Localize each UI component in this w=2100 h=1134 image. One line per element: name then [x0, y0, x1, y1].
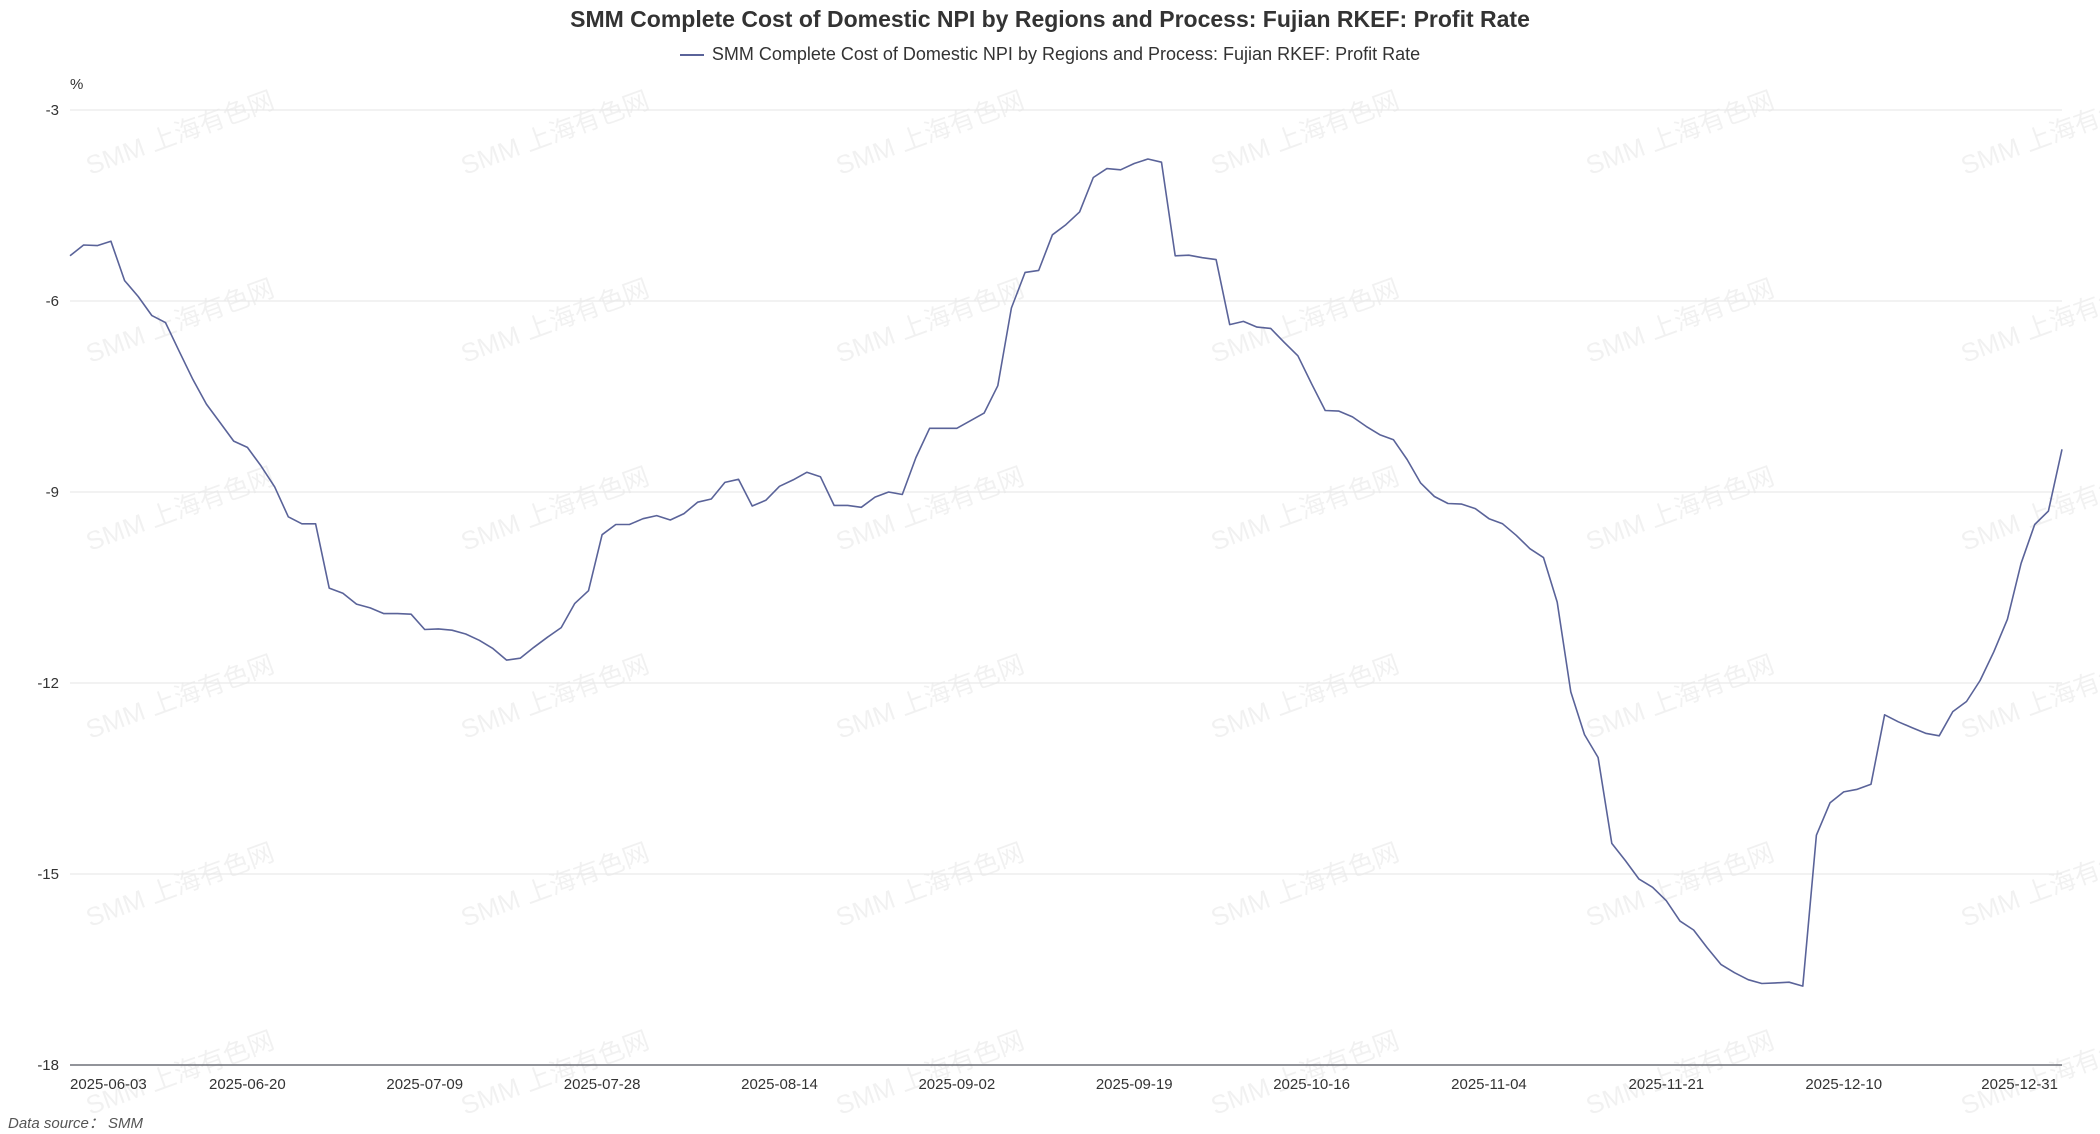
x-tick-label: 2025-11-21 [1629, 1076, 1705, 1093]
y-tick-label: -3 [46, 102, 59, 119]
watermark: SMM 上海有色网 [457, 1025, 653, 1121]
x-tick-label: 2025-12-31 [1981, 1076, 2058, 1093]
watermark: SMM 上海有色网 [1582, 85, 1778, 181]
watermark: SMM 上海有色网 [82, 85, 278, 181]
watermark: SMM 上海有色网 [457, 461, 653, 557]
watermark: SMM 上海有色网 [1207, 837, 1403, 933]
y-tick-label: -18 [37, 1057, 59, 1074]
data-source: Data source： SMM [8, 1115, 144, 1132]
x-tick-label: 2025-07-28 [564, 1076, 641, 1093]
watermark: SMM 上海有色网 [457, 837, 653, 933]
watermark: SMM 上海有色网 [1207, 461, 1403, 557]
watermark: SMM 上海有色网 [82, 837, 278, 933]
watermark: SMM 上海有色网 [832, 85, 1028, 181]
watermark: SMM 上海有色网 [1957, 273, 2100, 369]
watermark: SMM 上海有色网 [832, 461, 1028, 557]
watermark: SMM 上海有色网 [1207, 85, 1403, 181]
watermark: SMM 上海有色网 [1957, 837, 2100, 933]
legend-label: SMM Complete Cost of Domestic NPI by Reg… [711, 44, 1421, 64]
watermark: SMM 上海有色网 [82, 1025, 278, 1121]
x-tick-label: 2025-07-09 [386, 1076, 463, 1093]
x-tick-label: 2025-06-20 [209, 1076, 286, 1093]
y-tick-label: -12 [37, 675, 59, 692]
x-tick-label: 2025-10-16 [1273, 1076, 1350, 1093]
watermark: SMM 上海有色网 [1957, 649, 2100, 745]
watermark: SMM 上海有色网 [1957, 1025, 2100, 1121]
watermark: SMM 上海有色网 [832, 649, 1028, 745]
watermark: SMM 上海有色网 [457, 649, 653, 745]
watermark: SMM 上海有色网 [1582, 1025, 1778, 1121]
watermark: SMM 上海有色网 [832, 1025, 1028, 1121]
x-tick-label: 2025-11-04 [1451, 1076, 1527, 1093]
watermark: SMM 上海有色网 [82, 649, 278, 745]
x-tick-label: 2025-06-03 [70, 1076, 147, 1093]
x-tick-label: 2025-09-19 [1096, 1076, 1173, 1093]
x-tick-label: 2025-08-14 [741, 1076, 818, 1093]
watermark: SMM 上海有色网 [832, 837, 1028, 933]
x-tick-label: 2025-12-10 [1805, 1076, 1882, 1093]
watermark: SMM 上海有色网 [1207, 273, 1403, 369]
watermark: SMM 上海有色网 [832, 273, 1028, 369]
watermark: SMM 上海有色网 [1582, 649, 1778, 745]
watermark: SMM 上海有色网 [1957, 85, 2100, 181]
watermark: SMM 上海有色网 [1207, 1025, 1403, 1121]
y-axis-unit: % [70, 76, 84, 93]
legend-swatch [679, 54, 704, 57]
watermark: SMM 上海有色网 [1582, 461, 1778, 557]
watermark: SMM 上海有色网 [1582, 837, 1778, 933]
series-line [69, 158, 2063, 987]
watermark: SMM 上海有色网 [1207, 649, 1403, 745]
x-tick-label: 2025-09-02 [918, 1076, 995, 1093]
y-tick-label: -15 [37, 866, 59, 883]
y-tick-label: -9 [46, 484, 59, 501]
watermark: SMM 上海有色网 [457, 85, 653, 181]
y-tick-label: -6 [46, 293, 59, 310]
legend[interactable]: SMM Complete Cost of Domestic NPI by Reg… [0, 44, 2100, 65]
watermark: SMM 上海有色网 [457, 273, 653, 369]
watermark: SMM 上海有色网 [82, 461, 278, 557]
chart-title: SMM Complete Cost of Domestic NPI by Reg… [570, 6, 1530, 32]
watermark: SMM 上海有色网 [1582, 273, 1778, 369]
